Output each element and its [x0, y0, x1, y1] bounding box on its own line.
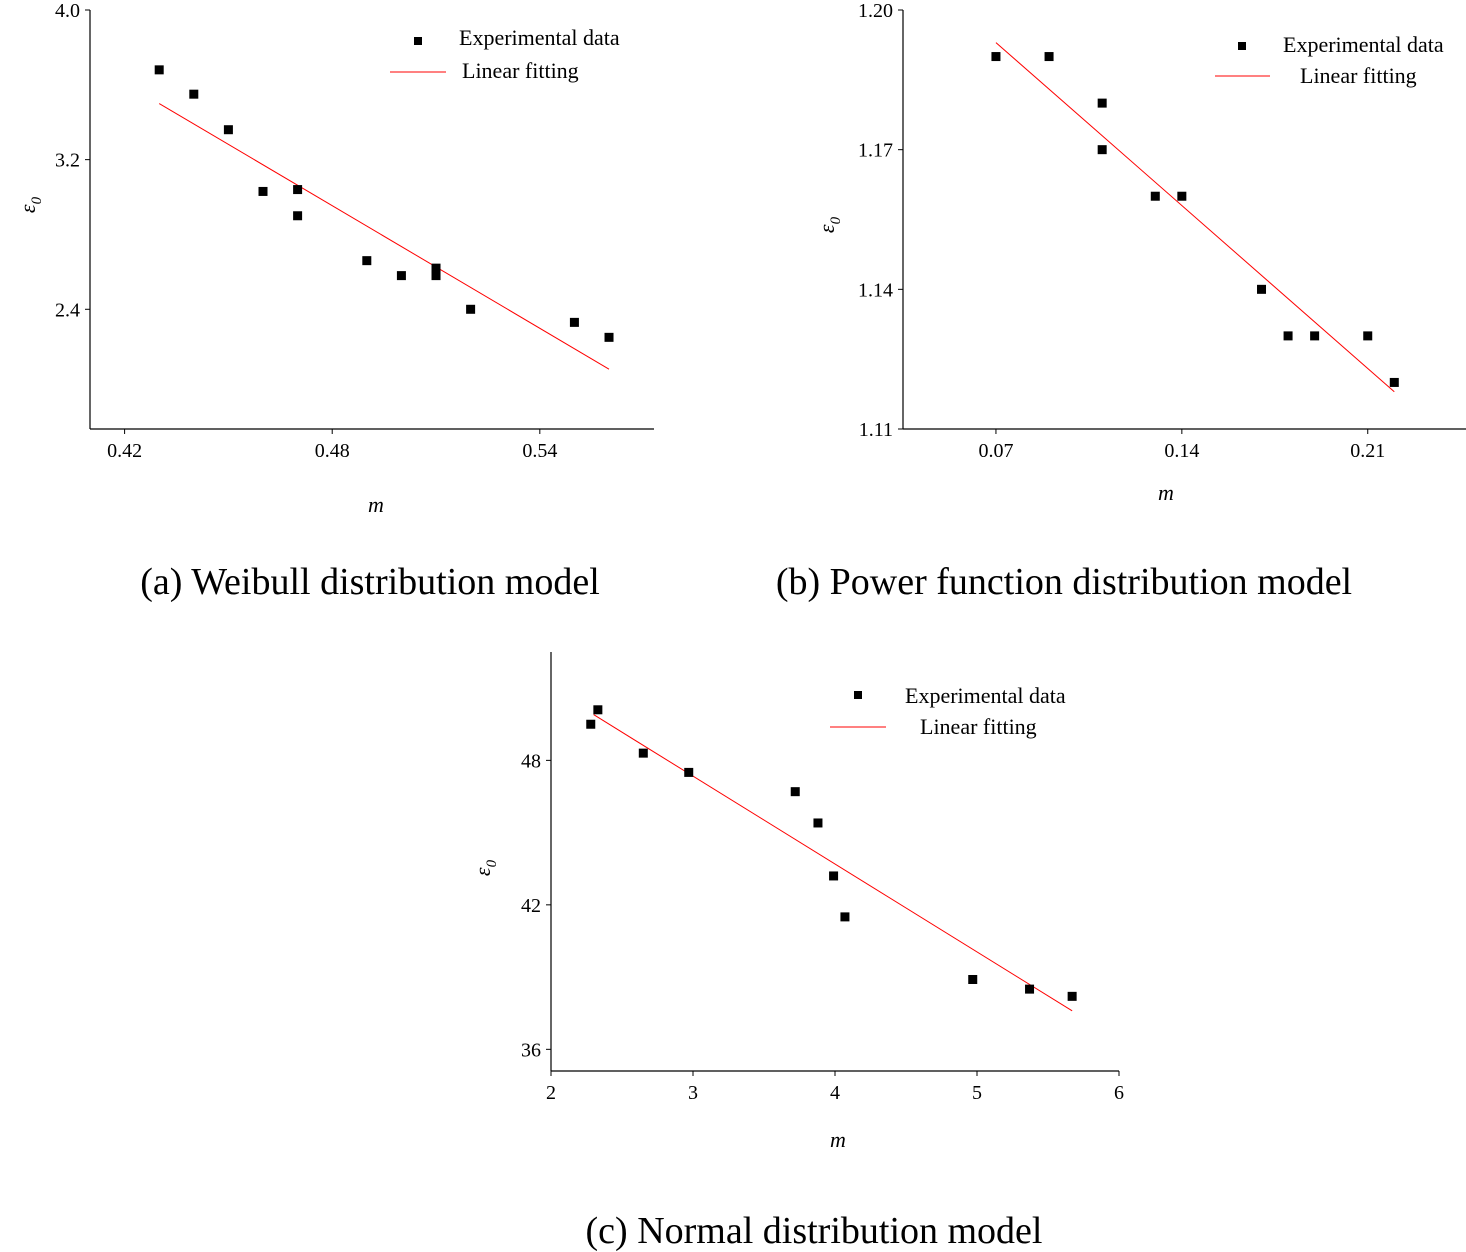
y-tick-label: 36 — [521, 1039, 541, 1061]
x-tick-label: 0.21 — [1350, 440, 1385, 462]
y-tick-label: 3.2 — [55, 150, 80, 172]
data-point — [604, 332, 614, 342]
data-point — [840, 912, 850, 922]
y-tick-label: 1.17 — [858, 140, 893, 162]
y-tick-label: 42 — [521, 895, 541, 917]
data-point — [1044, 52, 1054, 62]
data-point — [586, 719, 596, 729]
panel-caption: (c) Normal distribution model — [586, 1210, 1043, 1252]
legend: Experimental data Linear fitting — [390, 25, 620, 83]
x-tick-label: 6 — [1114, 1082, 1124, 1104]
data-point — [1363, 331, 1373, 341]
panel-b: 0.07 0.14 0.21 1.11 1.14 1.17 1.20 m ε0 Experi… — [776, 0, 1466, 603]
data-point — [154, 65, 164, 75]
data-point — [569, 317, 579, 327]
data-point — [431, 271, 441, 281]
legend: Experimental data Linear fitting — [830, 683, 1066, 739]
data-point — [293, 211, 303, 221]
legend-marker-scatter — [414, 37, 422, 45]
legend-label-linear-fitting: Linear fitting — [920, 714, 1037, 739]
x-tick-label: 0.14 — [1164, 440, 1199, 462]
legend-label-experimental-data: Experimental data — [1283, 32, 1444, 57]
data-point — [1025, 984, 1035, 994]
legend-marker-scatter — [1238, 42, 1246, 50]
data-point — [223, 125, 233, 135]
data-point — [1257, 284, 1267, 294]
x-tick-label: 4 — [830, 1082, 840, 1104]
data-point — [1067, 991, 1077, 1001]
data-point — [396, 271, 406, 281]
x-tick-label: 0.42 — [107, 440, 142, 462]
x-tick-label: 0.07 — [978, 440, 1013, 462]
plot-area: 0.42 0.48 0.54 2.4 3.2 4.0 — [55, 0, 614, 462]
y-tick-label: 48 — [521, 750, 541, 772]
data-point — [431, 263, 441, 273]
plot-area: 2 3 4 5 6 36 42 48 — [521, 705, 1124, 1104]
data-point — [1097, 98, 1107, 108]
data-point — [293, 185, 303, 195]
y-tick-label: 4.0 — [55, 0, 80, 22]
legend-marker-scatter — [854, 691, 862, 699]
fit-line — [995, 42, 1395, 393]
x-axis-label: m — [830, 1127, 846, 1152]
data-point — [189, 89, 199, 99]
x-tick-label: 0.48 — [315, 440, 350, 462]
panel-caption: (b) Power function distribution model — [776, 561, 1352, 603]
panel-a: 0.42 0.48 0.54 2.4 3.2 4.0 m ε0 Experimental … — [15, 0, 654, 603]
legend-label-linear-fitting: Linear fitting — [1300, 63, 1417, 88]
x-tick-label: 2 — [546, 1082, 556, 1104]
y-tick-label: 1.20 — [858, 0, 893, 22]
y-tick-label: 1.14 — [858, 279, 893, 301]
data-point — [991, 52, 1001, 62]
x-axis-label: m — [368, 492, 384, 517]
legend-label-experimental-data: Experimental data — [459, 25, 620, 50]
data-point — [1389, 377, 1399, 387]
panel-caption: (a) Weibull distribution model — [140, 561, 600, 603]
y-tick-label: 2.4 — [55, 299, 80, 321]
data-point — [1177, 191, 1187, 201]
data-point — [829, 871, 839, 881]
legend-label-linear-fitting: Linear fitting — [462, 58, 579, 83]
data-point — [1283, 331, 1293, 341]
legend: Experimental data Linear fitting — [1215, 32, 1444, 88]
y-axis-label: ε0 — [814, 216, 844, 233]
y-axis-label: ε0 — [470, 859, 500, 876]
data-point — [466, 304, 476, 314]
legend-label-experimental-data: Experimental data — [905, 683, 1066, 708]
x-axis-label: m — [1158, 480, 1174, 505]
data-point — [1150, 191, 1160, 201]
data-point — [362, 256, 372, 266]
data-point — [968, 974, 978, 984]
data-point — [813, 818, 823, 828]
data-point — [684, 767, 694, 777]
x-tick-label: 0.54 — [522, 440, 557, 462]
fit-line — [593, 714, 1073, 1012]
data-point — [638, 748, 648, 758]
fit-line — [158, 103, 610, 370]
data-point — [1097, 145, 1107, 155]
x-tick-label: 3 — [688, 1082, 698, 1104]
data-point — [1310, 331, 1320, 341]
panel-c: 2 3 4 5 6 36 42 48 m ε0 Experimental data Linea… — [470, 652, 1124, 1252]
y-axis-label: ε0 — [15, 196, 45, 213]
data-point — [790, 787, 800, 797]
plot-area: 0.07 0.14 0.21 1.11 1.14 1.17 1.20 — [858, 0, 1399, 462]
data-point — [593, 705, 603, 715]
x-tick-label: 5 — [972, 1082, 982, 1104]
y-tick-label: 1.11 — [859, 419, 893, 441]
data-point — [258, 186, 268, 196]
